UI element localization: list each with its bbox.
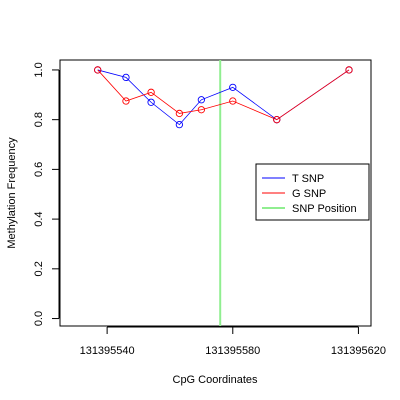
data-point-g-snp	[147, 88, 155, 96]
x-axis: 131395540 131395580 131395620	[80, 326, 386, 357]
data-point-g-snp	[94, 66, 102, 74]
y-axis: 0.0 0.2 0.4 0.6 0.8 1.0	[33, 62, 60, 326]
data-point-g-snp	[229, 97, 237, 105]
data-point-g-snp	[345, 66, 353, 74]
data-point-g-snp	[175, 109, 184, 118]
data-point-t-snp	[122, 73, 130, 82]
data-point-t-snp	[229, 83, 237, 91]
data-point-t-snp	[175, 120, 184, 129]
x-tick-label: 131395580	[205, 345, 260, 357]
y-tick-label: 0.6	[33, 162, 45, 177]
y-tick-label: 0.2	[33, 261, 45, 276]
data-point-g-snp	[122, 97, 130, 105]
series-line-g-snp	[97, 69, 350, 121]
legend-box	[255, 163, 370, 221]
y-axis-title: Methylation Frequency	[6, 137, 18, 249]
legend-label: T SNP	[292, 173, 324, 185]
data-point-t-snp	[147, 98, 155, 106]
x-axis-title: CpG Coordinates	[173, 374, 258, 386]
legend-label: SNP Position	[292, 203, 357, 215]
x-tick-label: 131395540	[80, 345, 135, 357]
legend: T SNP G SNP SNP Position	[255, 163, 370, 221]
series-group	[94, 66, 353, 129]
legend-label: G SNP	[292, 188, 326, 200]
data-point-g-snp	[273, 116, 281, 124]
y-tick-label: 0.4	[33, 211, 45, 226]
x-tick-label: 131395620	[331, 345, 386, 357]
y-tick-label: 0.8	[33, 112, 45, 127]
plot-area	[59, 59, 372, 327]
data-point-t-snp	[197, 96, 206, 104]
series-line-t-snp	[97, 69, 350, 126]
y-tick-label: 0.0	[33, 311, 45, 326]
y-tick-label: 1.0	[33, 62, 45, 77]
data-point-g-snp	[197, 106, 206, 114]
